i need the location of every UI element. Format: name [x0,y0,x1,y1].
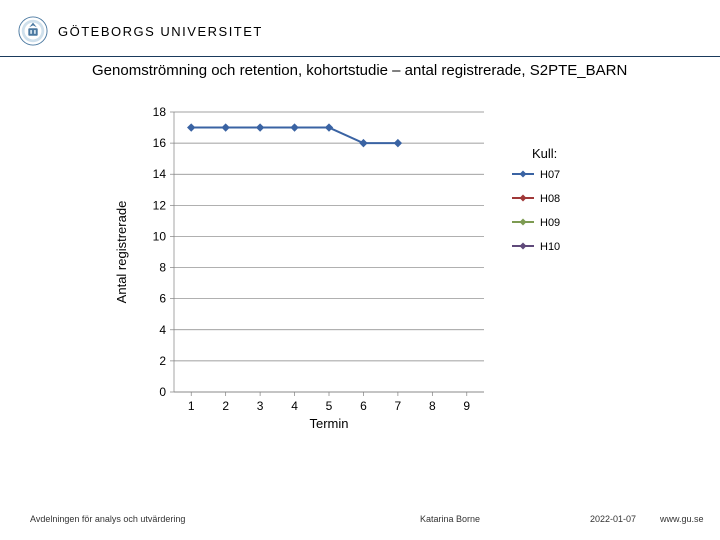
svg-text:4: 4 [159,323,166,337]
svg-text:7: 7 [395,399,402,413]
chart-title: Genomströmning och retention, kohortstud… [92,62,642,81]
chart-svg: 024681012141618123456789TerminAntal regi… [92,106,632,436]
svg-text:Termin: Termin [309,416,348,431]
svg-text:14: 14 [153,167,167,181]
chart: 024681012141618123456789TerminAntal regi… [92,106,632,436]
svg-text:2: 2 [159,354,166,368]
header-divider [0,56,720,58]
header: GÖTEBORGS UNIVERSITET [18,14,263,48]
footer-department: Avdelningen för analys och utvärdering [30,514,185,524]
svg-text:H08: H08 [540,193,560,205]
svg-text:8: 8 [159,261,166,275]
university-seal [18,16,48,46]
svg-text:3: 3 [257,399,264,413]
svg-text:Antal registrerade: Antal registrerade [114,201,129,304]
svg-text:5: 5 [326,399,333,413]
svg-text:6: 6 [360,399,367,413]
svg-text:12: 12 [153,198,167,212]
svg-text:Kull:: Kull: [532,146,557,161]
svg-text:18: 18 [153,106,167,119]
svg-text:H07: H07 [540,169,560,181]
svg-text:8: 8 [429,399,436,413]
svg-text:2: 2 [222,399,229,413]
svg-text:4: 4 [291,399,298,413]
university-name: GÖTEBORGS UNIVERSITET [58,24,263,39]
footer-date: 2022-01-07 [590,514,636,524]
svg-text:6: 6 [159,292,166,306]
svg-text:H10: H10 [540,241,560,253]
svg-text:1: 1 [188,399,195,413]
svg-text:10: 10 [153,229,167,243]
footer-author: Katarina Borne [420,514,480,524]
footer: Avdelningen för analys och utvärdering K… [0,514,720,530]
svg-text:H09: H09 [540,217,560,229]
svg-text:0: 0 [159,385,166,399]
slide: GÖTEBORGS UNIVERSITET Genomströmning och… [0,0,720,540]
svg-text:9: 9 [463,399,470,413]
svg-text:16: 16 [153,136,167,150]
footer-url: www.gu.se [660,514,704,524]
